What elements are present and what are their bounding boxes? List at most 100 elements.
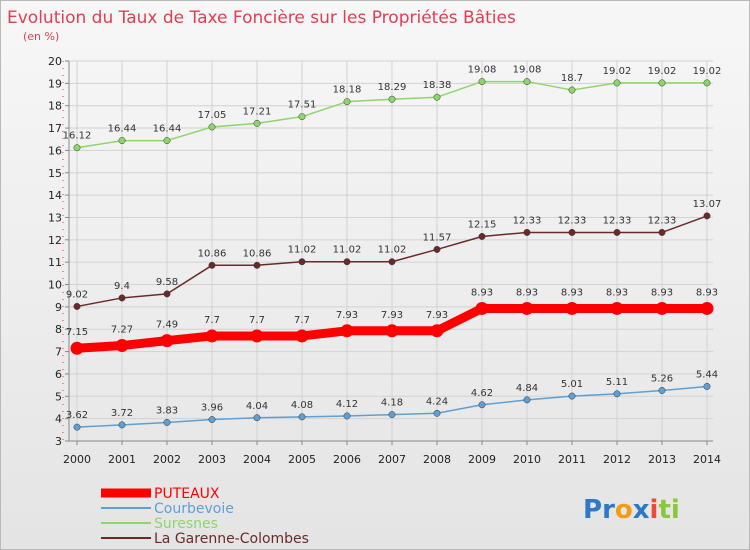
data-label: 19.08: [513, 65, 542, 76]
chart-title: Evolution du Taux de Taxe Foncière sur l…: [7, 8, 516, 28]
data-point: [658, 387, 666, 394]
data-point: [295, 329, 309, 343]
data-point: [610, 301, 624, 315]
data-label: 18.7: [561, 73, 583, 84]
x-tick-label: 2001: [108, 453, 136, 466]
data-point: [433, 409, 441, 417]
data-label: 19.02: [603, 66, 632, 77]
data-label: 10.86: [243, 248, 272, 259]
data-label: 17.51: [288, 100, 317, 111]
data-point: [388, 258, 396, 266]
data-label: 17.05: [198, 110, 227, 121]
x-tick-label: 2013: [648, 453, 676, 466]
data-label: 12.33: [648, 215, 677, 226]
y-tick-label: 6: [55, 368, 62, 381]
y-tick-label: 10: [48, 279, 62, 292]
data-label: 9.58: [156, 277, 178, 288]
legend-label: Courbevoie: [154, 501, 234, 517]
data-label: 16.44: [108, 124, 137, 135]
data-label: 7.7: [294, 315, 310, 326]
x-tick-label: 2006: [333, 453, 361, 466]
data-point: [208, 123, 216, 131]
x-tick-label: 2002: [153, 453, 181, 466]
data-point: [388, 95, 396, 103]
data-label: 7.7: [249, 315, 265, 326]
data-label: 3.83: [156, 405, 178, 416]
data-point: [340, 324, 354, 338]
x-tick-label: 2009: [468, 453, 496, 466]
data-label: 7.15: [66, 327, 88, 338]
logo-letter: o: [615, 495, 633, 525]
data-point: [253, 261, 261, 269]
series-group: [70, 78, 714, 431]
data-point: [478, 233, 486, 240]
data-point: [253, 414, 261, 422]
data-label: 4.84: [516, 383, 538, 394]
y-tick-label: 17: [48, 122, 62, 135]
data-point: [568, 228, 576, 236]
data-point: [343, 412, 351, 420]
data-label: 19.02: [648, 66, 677, 77]
data-label: 16.44: [153, 124, 182, 135]
data-point: [253, 119, 261, 127]
data-label: 4.12: [336, 399, 358, 410]
data-point: [478, 401, 486, 409]
data-point: [298, 258, 306, 266]
data-label: 12.33: [603, 215, 632, 226]
data-point: [115, 339, 129, 353]
x-tick-label: 2012: [603, 453, 631, 466]
x-tick-label: 2010: [513, 453, 541, 466]
data-point: [658, 79, 666, 87]
data-label: 5.11: [606, 377, 628, 388]
data-point: [118, 137, 126, 145]
data-label: 11.57: [423, 232, 452, 243]
legend-label: PUTEAUX: [154, 486, 220, 502]
data-point: [118, 294, 126, 302]
data-point: [523, 78, 531, 86]
data-point: [73, 302, 81, 310]
data-point: [433, 245, 441, 253]
data-label: 5.01: [561, 379, 583, 390]
data-point: [73, 423, 81, 431]
data-point: [478, 78, 486, 86]
data-point: [343, 258, 351, 266]
data-point: [70, 341, 84, 355]
data-label: 3.72: [111, 408, 133, 419]
data-label: 3.96: [201, 403, 223, 414]
data-point: [565, 301, 579, 315]
data-point: [298, 413, 306, 421]
data-point: [385, 324, 399, 338]
data-label: 4.62: [471, 388, 493, 399]
data-label: 8.93: [651, 287, 673, 298]
data-label: 9.4: [114, 281, 130, 292]
logo-letter: i: [650, 495, 659, 525]
data-label: 7.93: [381, 310, 403, 321]
data-label: 11.02: [333, 245, 362, 256]
data-point: [703, 383, 711, 390]
y-tick-label: 7: [55, 346, 62, 359]
data-point: [433, 93, 441, 101]
data-point: [613, 79, 621, 87]
data-label: 12.15: [468, 219, 497, 230]
logo-letter: r: [602, 495, 615, 525]
data-point: [568, 392, 576, 400]
y-tick-label: 15: [48, 167, 62, 180]
data-label: 8.93: [471, 287, 493, 298]
axes: 3 4 5 6 7 8 9 10 11 12 13 14 15 16 17 18 19 20 2000 2001 200…: [48, 55, 721, 466]
x-tick-label: 2000: [63, 453, 91, 466]
data-label: 11.02: [288, 245, 317, 256]
data-label: 10.86: [198, 248, 227, 259]
data-point: [613, 228, 621, 236]
data-point: [475, 301, 489, 315]
data-label: 7.93: [336, 310, 358, 321]
chart-subtitle: (en %): [23, 30, 59, 43]
data-point: [430, 324, 444, 338]
data-label: 5.26: [651, 373, 673, 384]
data-point: [613, 390, 621, 398]
data-point: [388, 411, 396, 419]
y-tick-label: 12: [48, 234, 62, 247]
data-point: [520, 301, 534, 315]
